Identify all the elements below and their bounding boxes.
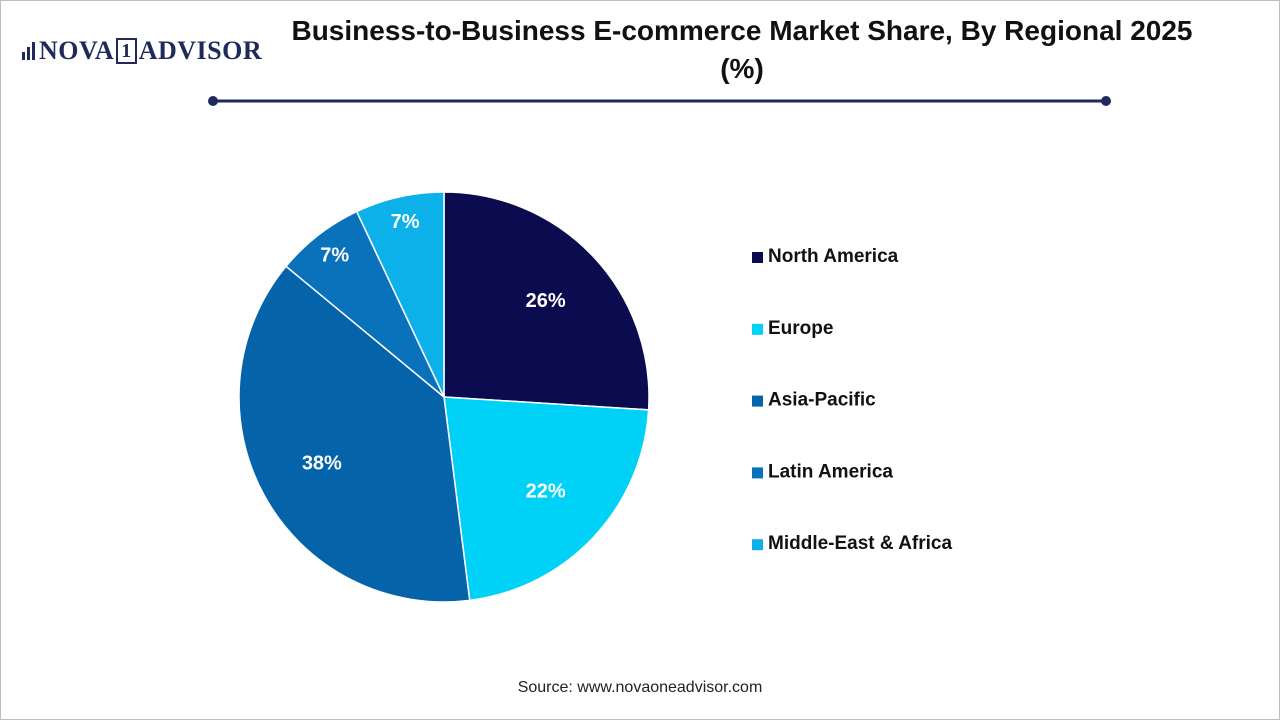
logo-text: ADVISOR — [138, 36, 263, 65]
chart-title: Business-to-Business E-commerce Market S… — [291, 15, 1193, 84]
legend-label: Latin America — [768, 461, 893, 482]
pie-slice — [238, 265, 471, 603]
logo-mark: 1 — [116, 38, 137, 64]
pie-slice — [443, 396, 650, 602]
rule-dot — [1101, 96, 1111, 106]
source: Source: www.novaoneadvisor.com — [517, 679, 763, 696]
legend-swatch — [752, 539, 763, 551]
legend-label: Europe — [768, 318, 833, 339]
legend-label: Asia-Pacific — [768, 390, 876, 411]
data-label: 38% — [302, 452, 342, 474]
legend-label: Middle-East & Africa — [768, 533, 952, 554]
logo-icon — [22, 42, 35, 60]
data-label: 26% — [526, 290, 566, 312]
logo: NOVA 1 ADVISOR — [22, 36, 262, 66]
legend-swatch — [752, 323, 763, 335]
rule-dot — [208, 96, 218, 106]
pie-slice — [443, 191, 650, 411]
logo-text: NOVA — [39, 36, 115, 65]
pie-slice — [355, 191, 445, 398]
data-label: 22% — [526, 481, 566, 503]
legend-label: North America — [768, 246, 899, 267]
legend-swatch — [752, 395, 763, 407]
data-label: 7% — [391, 211, 420, 233]
legend-swatch — [752, 467, 763, 479]
legend-swatch — [752, 252, 763, 263]
data-label: 7% — [320, 244, 349, 266]
